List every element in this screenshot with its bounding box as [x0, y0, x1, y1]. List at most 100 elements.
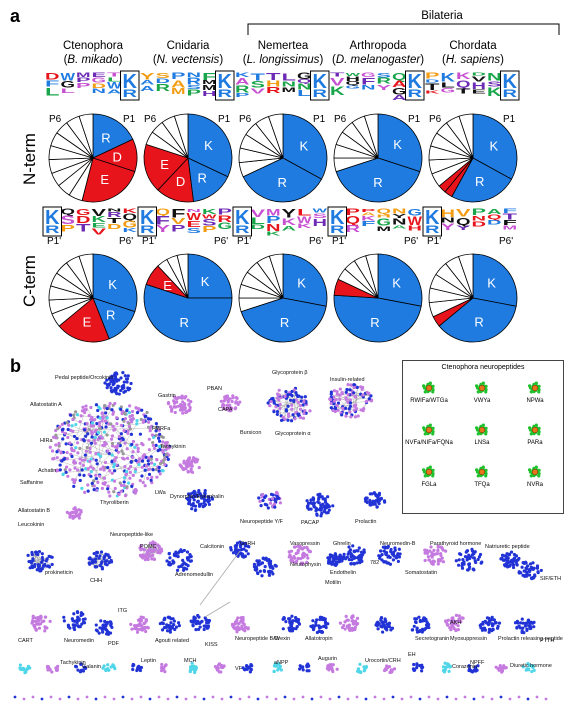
pos-label-n_left-1: P6: [144, 114, 157, 125]
logo-letter: N: [297, 83, 312, 92]
logo-letter: S: [156, 71, 171, 80]
logo-letter: M: [282, 87, 297, 94]
logo-letter: L: [282, 72, 297, 83]
logo-letter: D: [45, 71, 60, 81]
singleton-node: [121, 695, 125, 699]
logo-highlight-box: [215, 70, 235, 101]
logo-letter: L: [251, 216, 267, 226]
pie-slice-K: [377, 253, 423, 307]
logo-letter: A: [171, 79, 186, 91]
legend-item-6: FGLa: [421, 482, 437, 488]
panel-b-network: [13, 371, 548, 701]
logo-letter: Q: [346, 215, 361, 227]
logo-letter: K: [330, 86, 346, 98]
pos-label-n_right-0: P1: [123, 114, 136, 125]
singleton-node: [391, 695, 395, 699]
pos-label-n_left-3: P6: [334, 114, 347, 125]
network-cluster-26: [287, 544, 313, 567]
logo-letter: K: [123, 209, 140, 215]
pie-slice-label: R: [180, 315, 189, 330]
singleton-node: [229, 695, 233, 699]
logo-highlight-box: [42, 206, 62, 237]
species-name-2: (L. longissimus): [242, 54, 324, 66]
logo-letter: Y: [282, 207, 297, 221]
pos-label-n_left-4: P6: [429, 114, 442, 125]
pie-slice-other: [176, 253, 189, 299]
cluster-label-9: Saffanine: [20, 480, 44, 486]
pie-slice-label: K: [297, 276, 306, 291]
singleton-node: [256, 697, 260, 701]
pie-slice-R: [333, 294, 422, 343]
network-cluster-64: [131, 662, 144, 673]
logo-letter: N: [361, 84, 377, 91]
network-cluster-67: [213, 662, 226, 674]
legend-item-3: NVFa/NIFa/FQNa: [405, 440, 453, 446]
cluster-label-61: Urocortin/CRH: [365, 658, 401, 664]
logo-letter: H: [313, 218, 328, 229]
singleton-node: [409, 695, 413, 699]
singleton-node: [427, 695, 431, 699]
logo-letter: A: [140, 80, 155, 87]
logo-letter: A: [392, 224, 408, 230]
cluster-label-38: Somatostatin: [405, 570, 438, 576]
singleton-node: [130, 697, 134, 701]
cluster-label-27: prokineticin: [45, 570, 73, 576]
network-cluster-50: [374, 616, 395, 634]
logo-letter: D: [156, 78, 171, 85]
logo-letter: Q: [61, 207, 77, 217]
network-cluster-61: [45, 664, 60, 674]
panel-a-figure: DFLWGLMPPEGDNTLWAKRKRQSPGDTVKEVNRTDKQGKY…: [42, 70, 520, 343]
logo-letter: V: [330, 77, 346, 89]
logo-letter: Q: [487, 214, 502, 221]
logo-letter: R: [313, 88, 328, 100]
logo-letter: G: [377, 218, 392, 229]
logo-letter: A: [235, 76, 251, 86]
cluster-label-29: GnRH: [240, 541, 256, 547]
singleton-node: [31, 695, 35, 699]
logo-letter: V: [456, 208, 472, 220]
cluster-label-32: Neuromedin-B: [380, 541, 416, 547]
logo-letter: G: [123, 220, 138, 231]
singleton-node: [40, 697, 44, 701]
species-italic-1: N. vectensis: [156, 54, 220, 66]
logo-letter: Y: [140, 71, 155, 81]
singleton-node: [265, 695, 269, 699]
logo-letter: P: [266, 215, 282, 226]
logo-letter: K: [123, 71, 138, 93]
network-cluster-49: [338, 614, 360, 633]
logo-letter: L: [297, 207, 313, 217]
logo-letter: P: [171, 223, 186, 233]
singleton-node: [400, 697, 404, 701]
pos-label-c_left-4: P1': [427, 236, 442, 247]
pie-slice-label: K: [201, 274, 210, 289]
legend-item-4: LNSa: [474, 440, 490, 446]
cluster-label-7: Achatin: [38, 468, 57, 474]
singleton-node: [355, 695, 359, 699]
cluster-label-34: Natriuretic peptide: [485, 544, 530, 550]
singleton-node: [139, 695, 143, 699]
logo-letter: P: [61, 223, 76, 233]
logo-letter: K: [202, 207, 218, 216]
cluster-label-15: Dynorphin/Enkephalin: [170, 494, 224, 500]
pie-chart-1: K RDE: [143, 113, 233, 203]
pos-label-n_right-3: P1: [408, 114, 421, 125]
logo-letter: H: [472, 81, 487, 91]
logo-letter: P: [472, 207, 487, 217]
logo-letter: Y: [377, 83, 394, 92]
logo-letter: N: [392, 217, 407, 226]
logo-letter: Y: [156, 224, 172, 235]
logo-highlight-box: [120, 70, 140, 101]
logo-letter: D: [76, 215, 91, 226]
cluster-label-44: PDF: [108, 641, 119, 647]
singleton-node: [364, 697, 368, 701]
species-italic-3: D. melanogaster: [335, 54, 421, 66]
pie-chart-3: KR: [333, 113, 423, 203]
singleton-node: [454, 697, 458, 701]
logo-letter: G: [92, 77, 108, 85]
cluster-label-54: Tachykinin: [60, 660, 86, 666]
network-cluster-54: [513, 617, 536, 635]
logo-letter: N: [472, 215, 487, 222]
